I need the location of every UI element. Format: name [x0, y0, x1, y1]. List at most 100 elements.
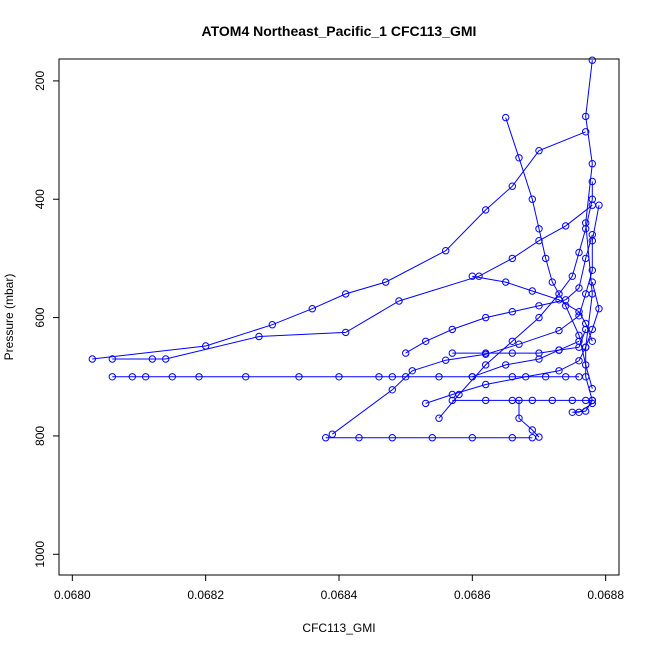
data-point	[482, 349, 490, 357]
series-2	[88, 128, 590, 363]
data-point	[388, 373, 396, 381]
data-point	[508, 434, 516, 442]
data-point	[508, 349, 516, 357]
data-point	[562, 222, 570, 230]
data-point	[555, 346, 563, 354]
data-point	[588, 384, 596, 393]
data-point	[355, 434, 363, 442]
data-point	[295, 373, 303, 381]
chart-title: ATOM4 Northeast_Pacific_1 CFC113_GMI	[202, 23, 477, 39]
data-point	[508, 373, 516, 381]
y-tick-label: 800	[33, 426, 47, 446]
data-point	[515, 340, 523, 348]
data-point	[582, 290, 590, 298]
data-point	[588, 195, 596, 203]
data-point	[588, 396, 596, 405]
data-point	[168, 373, 177, 381]
data-point	[582, 325, 590, 334]
data-point	[528, 195, 536, 203]
data-point	[255, 332, 263, 341]
data-point	[515, 414, 523, 422]
data-point	[588, 177, 596, 186]
data-point	[402, 349, 410, 357]
data-point	[308, 305, 316, 313]
series-line	[452, 329, 587, 354]
data-point	[582, 361, 590, 369]
data-point	[408, 367, 416, 375]
data-point	[568, 272, 576, 280]
series-line	[405, 234, 593, 354]
data-point	[482, 380, 490, 389]
data-point	[562, 302, 570, 310]
data-point	[535, 355, 543, 363]
x-tick-label: 0.0684	[321, 588, 358, 602]
series-line	[332, 205, 600, 435]
data-point	[482, 396, 490, 405]
data-point	[528, 426, 536, 434]
data-point	[448, 396, 456, 405]
data-point	[595, 305, 603, 313]
data-point	[575, 357, 583, 365]
series-line	[472, 340, 580, 378]
data-point	[88, 355, 97, 363]
data-point	[508, 337, 516, 345]
data-point	[535, 225, 543, 233]
series-5	[322, 434, 536, 442]
data-point	[342, 328, 350, 337]
data-point	[388, 434, 396, 442]
data-point	[482, 361, 490, 369]
data-point	[588, 56, 596, 64]
series-6	[328, 201, 603, 438]
data-point	[562, 373, 570, 381]
series-line	[472, 275, 593, 342]
data-point	[575, 337, 583, 345]
data-point	[502, 361, 510, 369]
data-point	[375, 373, 383, 381]
data-point	[588, 337, 596, 345]
data-point	[535, 302, 543, 310]
data-point	[548, 278, 556, 286]
data-point	[162, 355, 170, 363]
data-point	[515, 154, 523, 162]
plot-frame	[58, 58, 620, 576]
data-point	[388, 386, 396, 394]
data-point	[588, 278, 596, 286]
series-3	[108, 201, 596, 363]
y-tick-label: 200	[33, 71, 47, 91]
data-point	[588, 160, 596, 168]
series-8	[435, 177, 596, 422]
series-10	[402, 231, 596, 357]
data-point	[402, 373, 410, 381]
data-point	[442, 356, 450, 364]
x-tick-label: 0.0682	[187, 588, 224, 602]
data-point	[442, 247, 450, 255]
series-line	[112, 204, 593, 360]
data-point	[108, 373, 117, 381]
data-point	[268, 321, 276, 329]
data-point	[508, 254, 516, 263]
data-point	[522, 373, 530, 381]
data-point	[335, 373, 343, 381]
x-axis-label: CFC113_GMI	[302, 621, 375, 635]
data-point	[582, 128, 590, 136]
x-tick-label: 0.0680	[54, 588, 91, 602]
data-point	[535, 147, 543, 155]
y-tick-label: 1000	[33, 541, 47, 568]
data-point	[342, 290, 350, 298]
series-9	[448, 396, 596, 405]
x-tick-label: 0.0686	[454, 588, 491, 602]
data-point	[595, 201, 603, 209]
series-11	[468, 272, 596, 345]
data-point	[568, 396, 576, 405]
data-point	[448, 349, 456, 357]
data-point	[422, 399, 430, 408]
data-point	[468, 434, 476, 442]
series-4	[108, 373, 583, 381]
y-axis-ticks: 200 400 600 800 1000	[33, 71, 59, 568]
x-axis-ticks: 0.0680 0.0682 0.0684 0.0686 0.0688	[54, 575, 624, 602]
data-point	[242, 373, 250, 381]
data-point	[588, 231, 596, 239]
series-15	[468, 337, 583, 381]
data-point	[148, 355, 157, 363]
